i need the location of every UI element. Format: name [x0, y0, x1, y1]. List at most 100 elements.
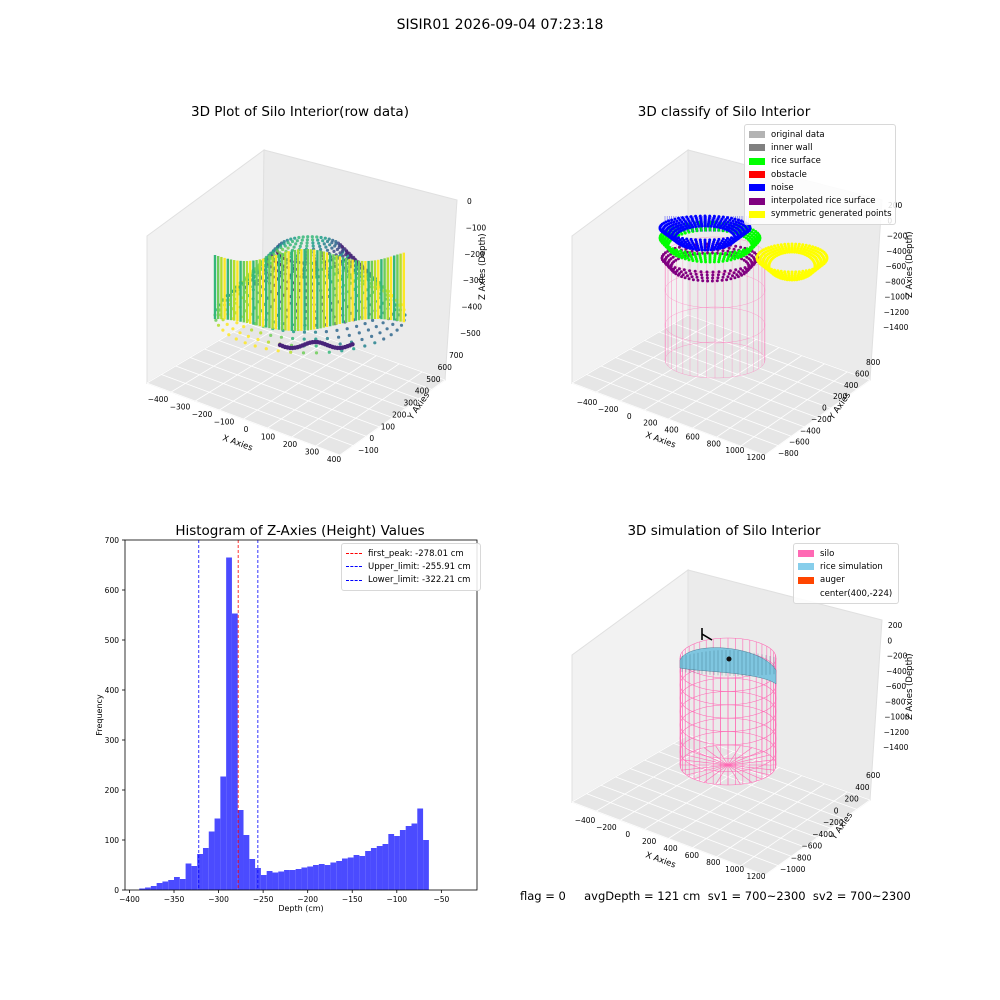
raw-point — [337, 335, 341, 339]
raw-point — [327, 237, 331, 241]
raw-point — [324, 330, 328, 334]
raw-point — [355, 324, 359, 328]
raw-point — [389, 333, 393, 337]
raw-point — [319, 247, 323, 252]
interpolated-point — [706, 279, 710, 283]
interpolated-point — [716, 276, 720, 280]
interpolated-point — [679, 270, 683, 274]
rice-surface-point — [750, 242, 754, 246]
raw-point — [335, 247, 339, 252]
x-tick-label: −200 — [596, 823, 617, 832]
x-tick-label: 200 — [283, 440, 298, 449]
raw-point — [216, 323, 221, 327]
rice-surface-point — [691, 259, 695, 263]
rice-surface-point — [756, 236, 760, 240]
z-tick-label: −1200 — [884, 728, 910, 737]
raw-point — [395, 328, 399, 332]
x-tick-label: −200 — [192, 410, 213, 419]
raw-point — [317, 241, 321, 245]
y-tick-label: 200 — [392, 410, 407, 419]
rice-surface-point — [754, 238, 758, 242]
raw-point — [253, 344, 257, 348]
raw-point — [235, 321, 239, 325]
raw-point — [370, 334, 374, 338]
raw-point — [327, 350, 331, 354]
interpolated-point — [688, 269, 692, 273]
z-tick-label: −300 — [463, 276, 484, 285]
raw-point — [283, 244, 287, 248]
y-tick-label: −100 — [358, 446, 379, 455]
x-tick-label: 1000 — [725, 865, 744, 874]
raw-point — [225, 322, 229, 326]
raw-point — [314, 351, 319, 355]
z-tick-label: −400 — [461, 303, 482, 312]
raw-point — [305, 244, 309, 248]
interpolated-point — [671, 255, 675, 259]
raw-point — [350, 342, 355, 347]
raw-point — [221, 328, 225, 332]
y-tick-label: −1000 — [780, 865, 806, 874]
rice-surface-point — [758, 234, 762, 238]
rice-surface-point — [729, 258, 733, 262]
y-tick-label: 700 — [449, 351, 464, 360]
legend-item: silo — [798, 547, 894, 560]
interpolated-point — [706, 251, 710, 255]
y-tick-label: 600 — [866, 771, 881, 780]
raw-point — [325, 239, 330, 244]
raw-point — [322, 242, 326, 246]
legend-swatch — [798, 563, 814, 571]
raw-point — [344, 253, 348, 257]
interpolated-point — [687, 277, 691, 281]
y-tick-label: 600 — [438, 363, 453, 372]
raw-point — [301, 235, 305, 239]
interpolated-point — [739, 267, 743, 271]
interpolated-point — [727, 272, 731, 276]
raw-zlabel: Z Axies (Depth) — [478, 233, 488, 300]
raw-point — [330, 241, 334, 245]
raw-point — [276, 249, 280, 253]
raw-point — [294, 242, 298, 246]
rice-surface-point — [704, 260, 708, 264]
raw-point — [318, 244, 322, 248]
interpolated-point — [674, 272, 678, 276]
raw-point — [373, 341, 377, 345]
noise-point — [733, 217, 737, 221]
interpolated-point — [686, 274, 689, 278]
interpolated-point — [672, 260, 676, 264]
rice-surface-point — [699, 260, 703, 264]
interpolated-point — [689, 272, 693, 276]
z-tick-label: −500 — [460, 329, 481, 338]
interpolated-point — [715, 279, 719, 283]
interpolated-point — [693, 269, 697, 273]
raw-point-cloud — [213, 235, 407, 355]
raw-point — [330, 246, 334, 250]
raw-point — [310, 235, 314, 239]
z-tick-label: 0 — [467, 197, 472, 206]
interpolated-point — [694, 272, 698, 276]
x-tick-label: 0 — [625, 830, 630, 839]
interpolated-point — [684, 271, 688, 275]
interpolated-point — [722, 272, 726, 276]
rice-surface-point — [744, 252, 748, 256]
interpolated-point — [682, 268, 686, 272]
rice-surface-point — [712, 260, 716, 264]
raw-point — [269, 333, 273, 337]
x-tick-label: 100 — [261, 433, 276, 442]
raw-point — [340, 249, 344, 253]
raw-point — [381, 321, 385, 325]
raw-point — [338, 251, 342, 255]
raw-point — [338, 342, 342, 346]
raw-point — [295, 239, 299, 243]
interpolated-point — [727, 246, 731, 250]
raw-point — [378, 331, 382, 335]
noise-point — [724, 222, 728, 226]
legend-swatch — [798, 590, 814, 597]
raw-point — [325, 248, 330, 252]
raw-point — [259, 331, 263, 335]
raw-point — [335, 328, 339, 332]
rice-surface-point — [687, 258, 691, 262]
rice-surface-point — [721, 259, 725, 263]
y-tick-label: 100 — [381, 422, 396, 431]
legend-label: silo — [820, 548, 835, 559]
interpolated-point — [683, 276, 687, 280]
